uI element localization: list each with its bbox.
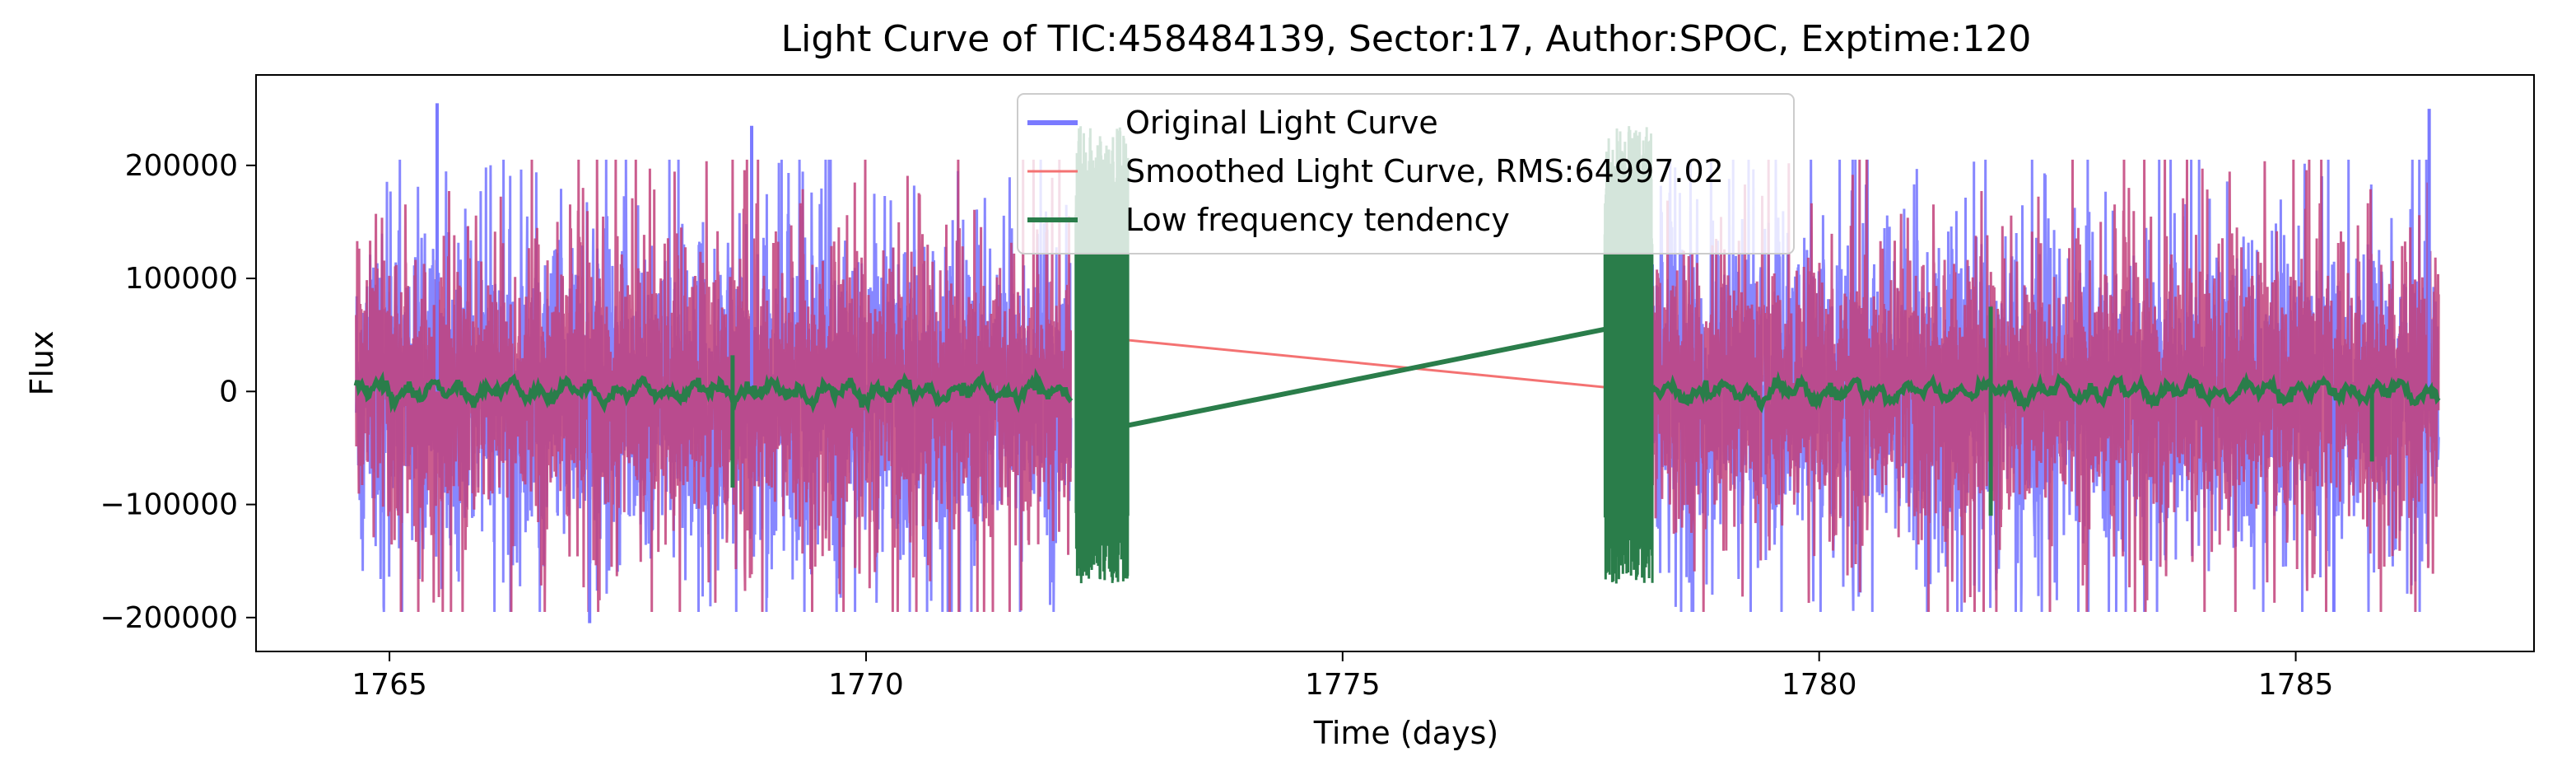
x-tick-label: 1785	[2258, 668, 2334, 702]
y-tick-label: 200000	[125, 149, 238, 183]
lowfreq-dense-band-1	[1074, 126, 1130, 584]
lowfreq-trend-segment-2	[1650, 371, 2441, 413]
smoothed-gap-bridge	[1075, 334, 1648, 393]
legend-label-lowfreq: Low frequency tendency	[1125, 202, 1510, 238]
y-axis: 200000 100000 0 −100000 −200000	[100, 149, 256, 635]
y-tick-label: 100000	[125, 262, 238, 296]
smoothed-curve-segment-2	[1651, 159, 2440, 613]
smoothed-curve-segment-1	[355, 159, 1072, 613]
data-layer	[353, 103, 2441, 623]
legend: Original Light Curve Smoothed Light Curv…	[1017, 93, 1795, 254]
plot-area	[353, 103, 2441, 623]
x-tick-label: 1780	[1782, 668, 1857, 702]
legend-label-original: Original Light Curve	[1125, 105, 1438, 141]
y-tick-label: −100000	[100, 488, 238, 522]
lowfreq-dense-band-2	[1603, 126, 1654, 584]
legend-label-smoothed: Smoothed Light Curve, RMS:64997.02	[1125, 153, 1724, 189]
legend-box	[1017, 93, 1795, 254]
lowfreq-trend-segment-1	[353, 367, 1074, 414]
chart-title: Light Curve of TIC:458484139, Sector:17,…	[781, 18, 2032, 60]
y-axis-label: Flux	[24, 331, 60, 396]
x-tick-label: 1775	[1305, 668, 1381, 702]
x-axis: 1765 1770 1775 1780 1785	[352, 651, 2333, 702]
plot-frame	[255, 74, 2535, 652]
y-tick-label: 0	[219, 375, 238, 409]
y-tick-label: −200000	[100, 601, 238, 635]
x-tick-label: 1765	[352, 668, 427, 702]
lowfreq-gap-bridge	[1127, 326, 1605, 428]
x-tick-label: 1770	[828, 668, 904, 702]
x-axis-label: Time (days)	[1313, 715, 1498, 751]
